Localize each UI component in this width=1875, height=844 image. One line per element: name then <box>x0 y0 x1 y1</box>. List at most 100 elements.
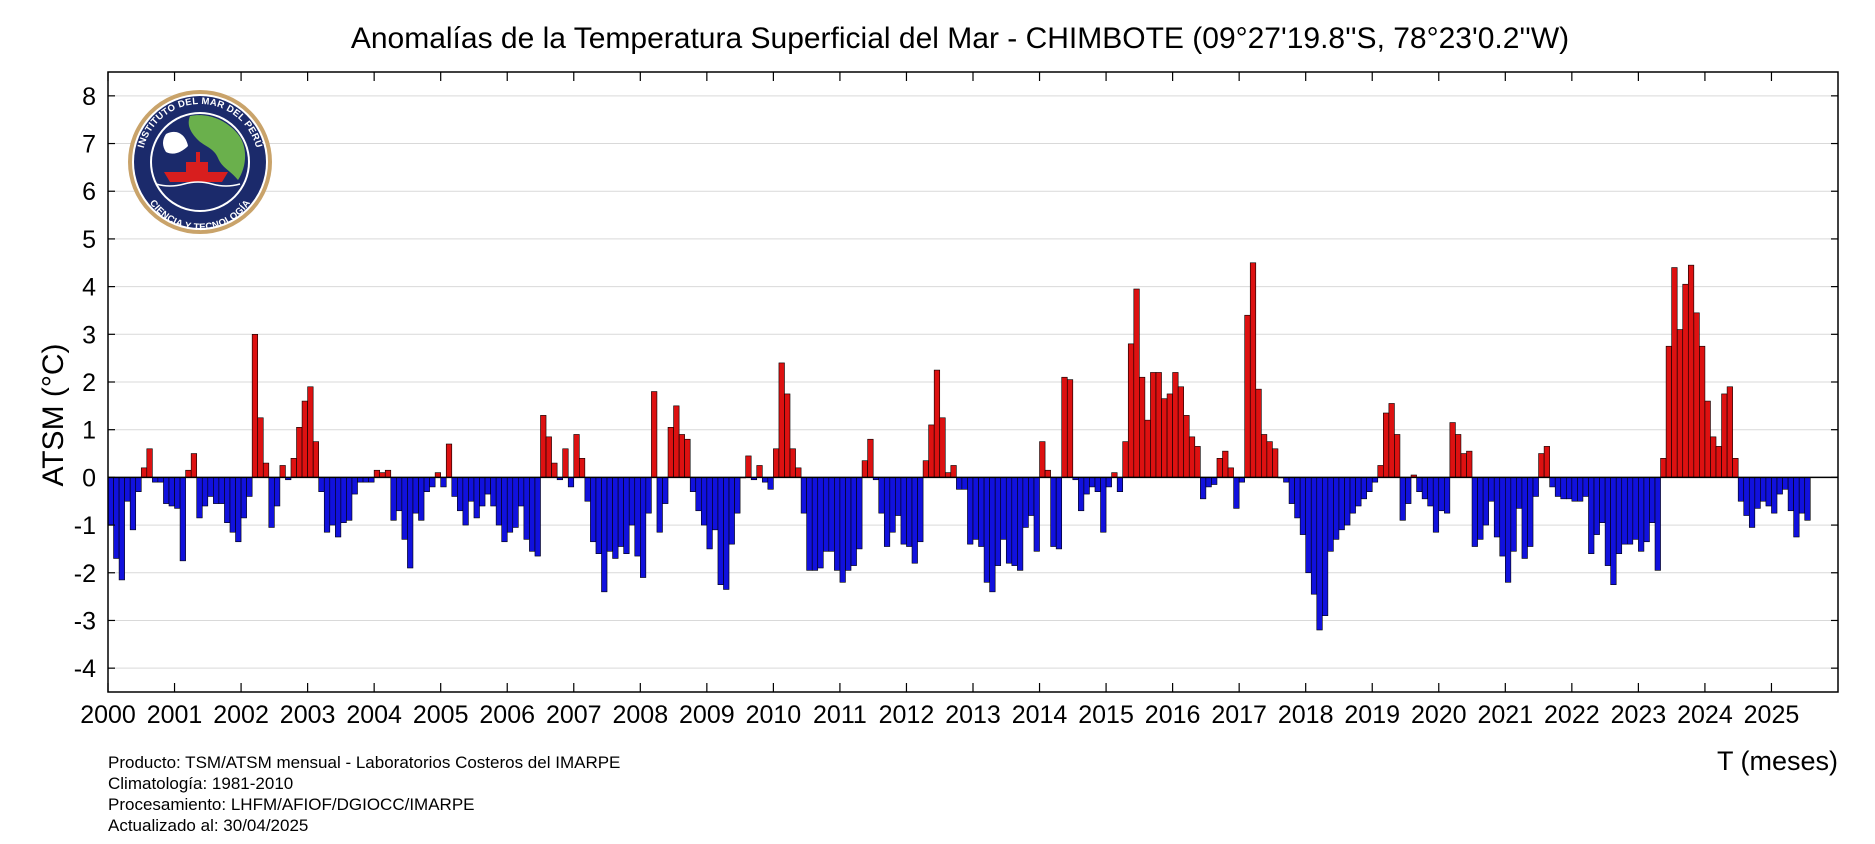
y-tick-label: -2 <box>74 560 96 588</box>
bar <box>1521 477 1528 559</box>
bar <box>1416 477 1423 492</box>
bar <box>1161 398 1168 478</box>
x-tick-label: 2011 <box>813 701 867 729</box>
bar <box>883 477 891 547</box>
y-tick-label: 4 <box>82 274 96 302</box>
bar <box>1216 458 1223 478</box>
y-tick-label: 1 <box>82 417 96 445</box>
bar <box>279 465 286 478</box>
bar <box>1477 477 1484 540</box>
bar <box>1599 477 1606 523</box>
bar <box>878 477 885 514</box>
bar <box>889 477 896 533</box>
bar <box>135 477 142 492</box>
bar <box>1233 477 1240 509</box>
bar <box>1183 415 1190 478</box>
y-tick-label: 8 <box>82 83 96 111</box>
bar <box>495 477 502 526</box>
imarpe-logo: INSTITUTO DEL MAR DEL PERÚ CIENCIA Y TEC… <box>128 90 272 234</box>
bar <box>529 477 536 552</box>
bar <box>773 448 780 478</box>
bar <box>595 477 602 554</box>
bar <box>1505 477 1512 583</box>
bar <box>1471 477 1478 547</box>
bar <box>1421 477 1428 500</box>
bar <box>917 477 924 543</box>
bar <box>1322 477 1329 616</box>
bar <box>1272 448 1279 478</box>
x-tick-label: 2017 <box>1211 701 1267 729</box>
x-tick-label: 2013 <box>945 701 1001 729</box>
footer-processing: Procesamiento: LHFM/AFIOF/DGIOCC/IMARPE <box>108 795 475 814</box>
x-tick-label: 2018 <box>1278 701 1334 729</box>
bar <box>678 434 685 478</box>
bar <box>634 477 641 557</box>
bar <box>484 477 491 495</box>
bar <box>1760 477 1767 502</box>
bar <box>1438 477 1445 512</box>
bar <box>922 460 929 478</box>
y-tick-label: 7 <box>82 131 96 159</box>
bar <box>834 477 841 571</box>
bar <box>1676 329 1684 478</box>
bar <box>1122 441 1129 478</box>
bar <box>512 477 519 528</box>
bar <box>401 477 408 540</box>
bar <box>1543 446 1550 478</box>
bar <box>1360 477 1367 500</box>
bar <box>479 477 486 507</box>
y-tick-label: -1 <box>74 512 96 540</box>
bar <box>978 477 985 547</box>
bar <box>351 477 358 495</box>
bar <box>418 477 425 521</box>
bar <box>179 477 186 562</box>
x-axis-label: T (meses) <box>1717 746 1838 776</box>
bar <box>1554 477 1562 497</box>
bar <box>734 477 741 514</box>
x-tick-label: 2025 <box>1744 701 1800 729</box>
bar <box>1172 372 1179 478</box>
bar <box>567 477 575 488</box>
bar <box>229 477 236 533</box>
bar <box>1105 477 1112 488</box>
bar <box>579 458 586 478</box>
bar <box>1394 434 1401 478</box>
bar <box>623 477 630 554</box>
bar <box>396 477 403 512</box>
bar <box>850 477 857 566</box>
bar <box>1155 372 1162 478</box>
bar <box>845 477 852 571</box>
bar <box>185 469 192 478</box>
bar <box>590 477 597 543</box>
bar <box>1299 477 1306 535</box>
bar <box>1665 345 1672 478</box>
bar <box>1593 477 1600 535</box>
bar <box>340 477 347 523</box>
bar <box>1771 477 1778 514</box>
bar <box>412 477 419 514</box>
bar <box>168 477 175 507</box>
bar <box>146 448 153 478</box>
bar <box>1194 446 1201 478</box>
bar <box>1028 477 1035 516</box>
bar <box>972 477 979 540</box>
bar <box>1466 450 1473 478</box>
bar <box>518 477 525 507</box>
bar <box>745 455 752 478</box>
bar <box>457 477 464 512</box>
y-tick-label: -3 <box>74 607 96 635</box>
y-tick-label: 3 <box>82 321 96 349</box>
bar <box>218 477 225 504</box>
bar <box>1671 267 1678 478</box>
bar <box>1344 477 1351 526</box>
bar <box>1510 477 1517 552</box>
bar <box>640 477 647 578</box>
footer-product: Producto: TSM/ATSM mensual - Laboratorio… <box>108 753 620 772</box>
bar <box>689 477 697 492</box>
bar <box>468 477 475 502</box>
bar <box>1244 314 1251 478</box>
bar <box>628 477 636 526</box>
bar <box>1516 477 1523 509</box>
bar <box>1538 453 1545 478</box>
x-tick-label: 2000 <box>80 701 136 729</box>
